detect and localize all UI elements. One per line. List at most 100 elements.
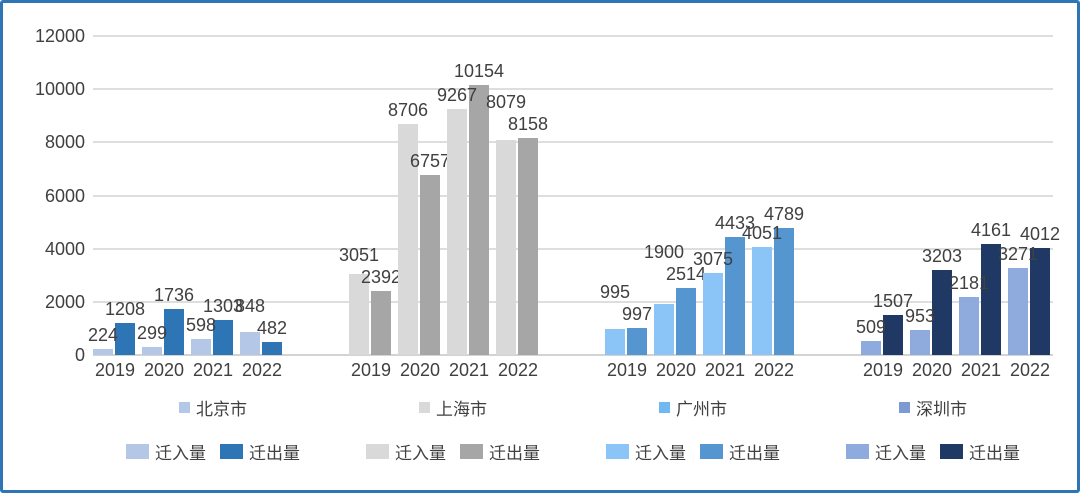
series-legend-label: 迁出量 bbox=[729, 444, 780, 463]
legend-series-col: 迁入量 迁出量 bbox=[813, 439, 1053, 464]
legend-city-col: 北京市 bbox=[93, 395, 333, 420]
legend-series-col: 迁入量 迁出量 bbox=[333, 439, 573, 464]
x-axis-year-label: 2022 bbox=[497, 360, 539, 380]
series-legend-swatch bbox=[606, 444, 629, 459]
bar-广州市-2019-迁出量 bbox=[627, 328, 647, 355]
x-axis-year-label: 2022 bbox=[1009, 360, 1051, 380]
gridline bbox=[93, 35, 1053, 37]
city-legend-swatch bbox=[179, 402, 190, 413]
bar-value-label: 482 bbox=[256, 318, 288, 338]
bar-北京市-2021-迁出量 bbox=[213, 320, 233, 355]
bar-value-label: 1507 bbox=[872, 291, 914, 311]
series-legend-swatch bbox=[700, 444, 723, 459]
x-axis-year-label: 2022 bbox=[753, 360, 795, 380]
legend-series-col: 迁入量 迁出量 bbox=[93, 439, 333, 464]
bar-深圳市-2022-迁入量 bbox=[1008, 268, 1028, 355]
series-legend-swatch bbox=[366, 444, 389, 459]
y-axis-tick-label: 2000 bbox=[44, 291, 85, 312]
series-legend-item: 迁出量 bbox=[220, 439, 300, 464]
x-axis-year-label: 2019 bbox=[862, 360, 904, 380]
bar-深圳市-2022-迁出量 bbox=[1030, 248, 1050, 355]
series-legend-item: 迁入量 bbox=[366, 439, 446, 464]
bar-上海市-2019-迁入量 bbox=[349, 274, 369, 355]
x-axis-line bbox=[93, 354, 1053, 356]
bar-广州市-2022-迁出量 bbox=[774, 228, 794, 355]
bar-value-label: 4161 bbox=[970, 220, 1012, 240]
bar-value-label: 4433 bbox=[714, 213, 756, 233]
city-legend-label: 上海市 bbox=[436, 400, 487, 419]
bar-value-label: 9267 bbox=[436, 85, 478, 105]
bar-上海市-2021-迁入量 bbox=[447, 109, 467, 355]
bar-广州市-2021-迁出量 bbox=[725, 237, 745, 355]
y-axis-tick-label: 6000 bbox=[44, 185, 85, 206]
bar-北京市-2019-迁出量 bbox=[115, 323, 135, 355]
x-axis-year-label: 2019 bbox=[606, 360, 648, 380]
bar-value-label: 3271 bbox=[997, 244, 1039, 264]
series-legend-item: 迁入量 bbox=[606, 439, 686, 464]
x-axis-year-label: 2021 bbox=[704, 360, 746, 380]
series-legend-label: 迁入量 bbox=[155, 444, 206, 463]
y-axis-tick-label: 4000 bbox=[44, 238, 85, 259]
bar-上海市-2020-迁出量 bbox=[420, 175, 440, 355]
bar-value-label: 8706 bbox=[387, 100, 429, 120]
bar-深圳市-2021-迁入量 bbox=[959, 297, 979, 355]
legend-city-col: 深圳市 bbox=[813, 395, 1053, 420]
bar-广州市-2020-迁出量 bbox=[676, 288, 696, 355]
bar-广州市-2022-迁入量 bbox=[752, 247, 772, 355]
gridline bbox=[93, 88, 1053, 91]
bar-value-label: 598 bbox=[185, 315, 217, 335]
bar-value-label: 8158 bbox=[507, 114, 549, 134]
bar-value-label: 1736 bbox=[153, 285, 195, 305]
city-legend-item: 深圳市 bbox=[899, 395, 967, 420]
series-legend-label: 迁入量 bbox=[875, 444, 926, 463]
bar-北京市-2021-迁入量 bbox=[191, 339, 211, 355]
series-legend-swatch bbox=[126, 444, 149, 459]
bar-上海市-2020-迁入量 bbox=[398, 124, 418, 355]
bar-value-label: 2181 bbox=[948, 273, 990, 293]
bar-value-label: 3075 bbox=[692, 249, 734, 269]
series-legend-label: 迁入量 bbox=[635, 444, 686, 463]
bar-value-label: 3203 bbox=[921, 246, 963, 266]
x-axis-year-label: 2021 bbox=[192, 360, 234, 380]
x-axis-year-label: 2022 bbox=[241, 360, 283, 380]
x-axis-year-label: 2019 bbox=[350, 360, 392, 380]
bar-value-label: 1303 bbox=[202, 296, 244, 316]
city-legend-swatch bbox=[659, 402, 670, 413]
city-legend-item: 北京市 bbox=[179, 395, 247, 420]
series-legend-label: 迁入量 bbox=[395, 444, 446, 463]
series-legend-item: 迁入量 bbox=[846, 439, 926, 464]
bar-value-label: 1900 bbox=[643, 242, 685, 262]
x-axis-year-label: 2020 bbox=[399, 360, 441, 380]
series-legend-label: 迁出量 bbox=[489, 444, 540, 463]
bar-value-label: 2392 bbox=[360, 267, 402, 287]
bar-value-label: 2514 bbox=[665, 264, 707, 284]
legend-city-col: 广州市 bbox=[573, 395, 813, 420]
x-axis-year-label: 2020 bbox=[143, 360, 185, 380]
x-axis-year-label: 2019 bbox=[94, 360, 136, 380]
y-axis-tick-label: 0 bbox=[74, 345, 85, 365]
x-axis-year-label: 2021 bbox=[960, 360, 1002, 380]
bar-上海市-2019-迁出量 bbox=[371, 291, 391, 355]
bar-上海市-2021-迁出量 bbox=[469, 85, 489, 355]
bar-深圳市-2020-迁入量 bbox=[910, 330, 930, 355]
bar-value-label: 3051 bbox=[338, 245, 380, 265]
bar-上海市-2022-迁出量 bbox=[518, 138, 538, 355]
series-legend-item: 迁出量 bbox=[460, 439, 540, 464]
bar-上海市-2022-迁入量 bbox=[496, 140, 516, 355]
legend-city-col: 上海市 bbox=[333, 395, 573, 420]
gridline bbox=[93, 247, 1053, 250]
bar-value-label: 848 bbox=[234, 296, 266, 316]
bar-广州市-2020-迁入量 bbox=[654, 304, 674, 355]
y-axis-tick-label: 8000 bbox=[44, 132, 85, 153]
legend-series-col: 迁入量 迁出量 bbox=[573, 439, 813, 464]
series-legend-swatch bbox=[940, 444, 963, 459]
bar-深圳市-2021-迁出量 bbox=[981, 244, 1001, 355]
series-legend-item: 迁出量 bbox=[700, 439, 780, 464]
series-legend-item: 迁入量 bbox=[126, 439, 206, 464]
series-legend-swatch bbox=[220, 444, 243, 459]
bar-value-label: 4012 bbox=[1019, 224, 1061, 244]
bar-value-label: 224 bbox=[87, 325, 119, 345]
x-axis-year-label: 2021 bbox=[448, 360, 490, 380]
bar-value-label: 995 bbox=[599, 282, 631, 302]
gridline bbox=[93, 141, 1053, 144]
